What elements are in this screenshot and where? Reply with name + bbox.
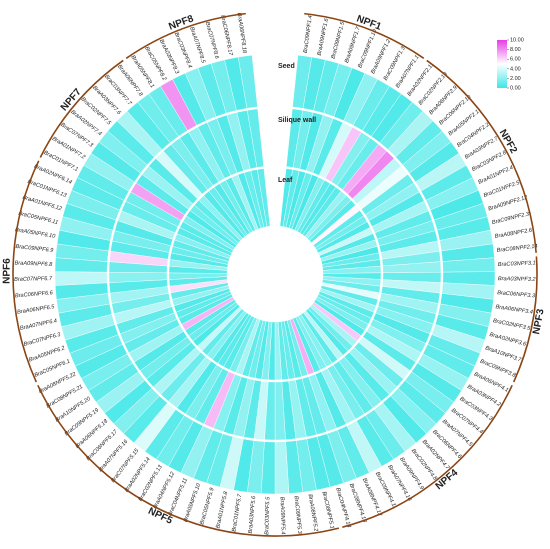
gene-label: BraA05NPF6.2 (28, 345, 66, 363)
gene-label: BraA05NPF6.10 (14, 227, 56, 240)
group-arc (12, 160, 40, 383)
gene-label: BraA06NPF8.18 (236, 12, 248, 54)
gene-label: BraC06NPF3.3 (497, 290, 536, 299)
track-label: Seed (278, 63, 295, 70)
gene-label: BraA03NPF3.2 (498, 276, 537, 283)
colorbar-label: 2.00 (510, 76, 521, 82)
gene-label: BraA09NPF1.7 (344, 25, 362, 63)
gene-label: BraA09NPF5.4 (279, 497, 286, 535)
gene-label: BraC06NPF6.6 (15, 290, 54, 299)
gene-label: BraA06NPF6.5 (17, 304, 56, 316)
group-arc (37, 385, 340, 537)
heatmap-cell (237, 54, 258, 109)
group-arc (426, 59, 537, 253)
gene-label: BraC08NPF5.1 (321, 491, 335, 529)
group-arc (304, 12, 425, 59)
group-arc (39, 59, 124, 158)
gene-label: BraC09NPF2.3 (491, 211, 530, 226)
gene-label: BraA03NPF5.6 (248, 495, 258, 534)
colorbar-label: 6.00 (510, 57, 521, 63)
gene-label: BraC09NPF1.4 (303, 15, 314, 53)
gene-label: BraC08NPF4.13 (348, 483, 368, 524)
heatmap-cell (247, 108, 264, 168)
gene-label: BraA10NPF3.7 (484, 345, 522, 363)
gene-label: BraC07NPF6.7 (14, 276, 53, 283)
gene-label: BraC07NPF6.3 (23, 332, 62, 348)
gene-label: BraC03NPF3.1 (498, 260, 536, 268)
gene-label: BraC03NPF5.5 (264, 496, 271, 535)
track-label: Silique wall (278, 117, 316, 124)
group-arc (512, 256, 538, 383)
inner-hole (229, 228, 321, 320)
track-label: Leaf (278, 177, 293, 184)
gene-label: BraC01NPF5.7 (231, 493, 243, 532)
gene-label: BraC06NPF8.17 (219, 15, 233, 57)
gene-label: BraA01NPF6.12 (22, 195, 64, 213)
gene-label: BraA09NPF6.8 (14, 260, 53, 268)
group-label: NPF3 (531, 308, 546, 336)
gene-label: BraA07NPF6.4 (20, 318, 58, 332)
colorbar (497, 40, 507, 88)
group-arc (342, 385, 513, 528)
gene-label: BraA09NPF2.12 (488, 195, 530, 213)
heatmap-cell (257, 168, 271, 227)
gene-label: BraA08NPF5.2 (307, 494, 319, 533)
group-label: NPF6 (2, 258, 13, 284)
gene-label: BraA09NPF1.6 (317, 17, 331, 56)
gene-label: BraA02NPF3.6 (489, 332, 528, 348)
gene-label: BraC09NPF5.3 (293, 496, 303, 535)
gene-label: BraC05NPF6.11 (18, 211, 59, 226)
gene-label: BraC01NPF2.5 (483, 180, 521, 199)
gene-label: BraA01NPF5.8 (215, 490, 229, 529)
gene-label: BraC08NPF2.14 (496, 244, 537, 254)
gene-label: BraC07NPF8.6 (204, 21, 220, 60)
gene-label: BraC09NPF6.9 (15, 244, 53, 254)
gene-label: BraA06NPF3.4 (495, 304, 533, 315)
group-arc (125, 12, 246, 59)
gene-label: BraA07NPF8.5 (188, 26, 206, 64)
heatmap (54, 54, 496, 495)
gene-label: BraC09NPF1.5 (331, 21, 347, 60)
gene-label: BraA08NPF2.6 (494, 228, 533, 240)
gene-label: BraC05NPF5.9 (199, 487, 215, 525)
colorbar-label: 10.00 (510, 37, 524, 43)
colorbar-label: 8.00 (510, 47, 521, 53)
gene-label: BraC04NPF4.14 (334, 487, 351, 528)
colorbar-label: 0.00 (510, 85, 521, 91)
gene-label: BraA05NPF5.10 (183, 482, 203, 523)
colorbar-label: 4.00 (510, 66, 521, 72)
gene-label: BraC02NPF3.5 (492, 318, 531, 332)
